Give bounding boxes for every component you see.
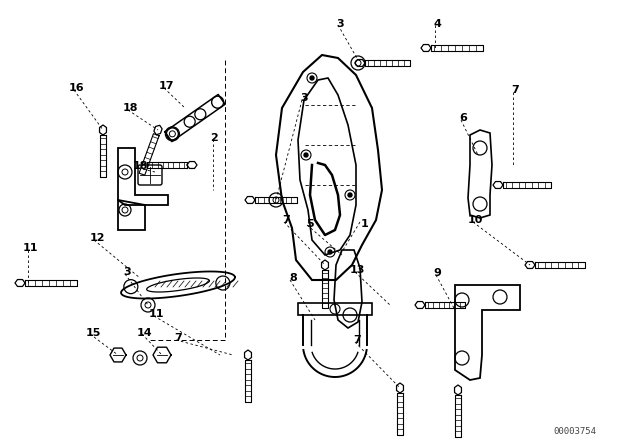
Text: 6: 6 xyxy=(459,113,467,123)
Text: 9: 9 xyxy=(433,268,441,278)
Text: 4: 4 xyxy=(433,19,441,29)
Text: 12: 12 xyxy=(89,233,105,243)
Text: 3: 3 xyxy=(300,93,308,103)
Text: 15: 15 xyxy=(85,328,100,338)
Text: 18: 18 xyxy=(122,103,138,113)
Text: 16: 16 xyxy=(68,83,84,93)
Circle shape xyxy=(310,76,314,80)
Text: 11: 11 xyxy=(148,309,164,319)
Circle shape xyxy=(304,153,308,157)
Circle shape xyxy=(328,250,332,254)
Text: 7: 7 xyxy=(511,85,519,95)
Text: 14: 14 xyxy=(137,328,153,338)
Text: 2: 2 xyxy=(210,133,218,143)
Text: 17: 17 xyxy=(158,81,173,91)
Text: 1: 1 xyxy=(361,219,369,229)
Circle shape xyxy=(348,193,352,197)
Text: 18: 18 xyxy=(132,161,148,171)
Text: 3: 3 xyxy=(336,19,344,29)
Text: 00003754: 00003754 xyxy=(554,427,596,436)
Text: 7: 7 xyxy=(353,335,361,345)
Text: 5: 5 xyxy=(306,219,314,229)
Text: 7: 7 xyxy=(174,333,182,343)
Text: 11: 11 xyxy=(22,243,38,253)
Text: 10: 10 xyxy=(467,215,483,225)
Text: 7: 7 xyxy=(282,215,290,225)
Text: 13: 13 xyxy=(349,265,365,275)
Text: 8: 8 xyxy=(289,273,297,283)
Text: 3: 3 xyxy=(123,267,131,277)
